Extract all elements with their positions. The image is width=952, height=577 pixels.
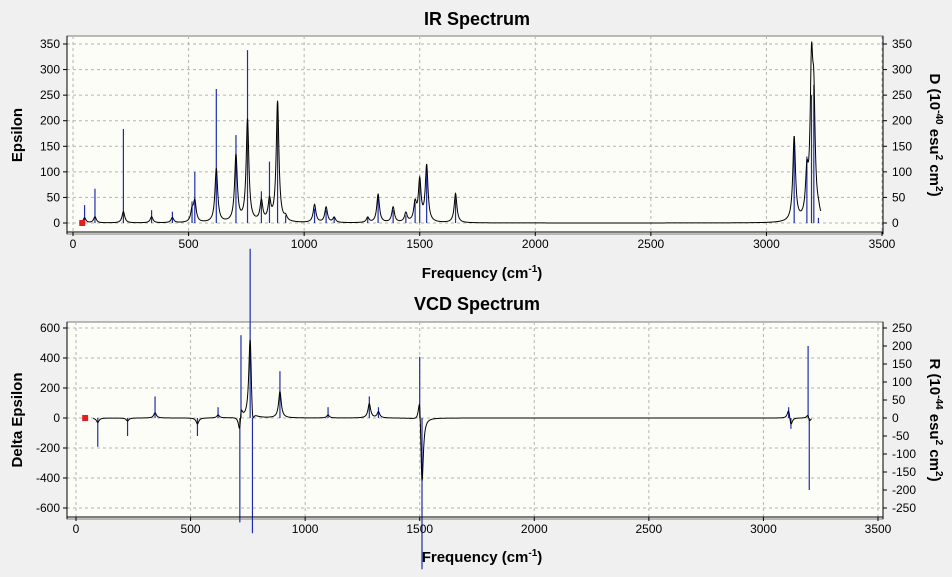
vcd-x-tick-label: 1000 (292, 522, 319, 536)
ir-y2-tick-label: 200 (892, 114, 912, 128)
ir-plot-area (66, 35, 884, 235)
ir-y-tick-label: 0 (53, 216, 60, 230)
ir-y-ticks: 0 50 100 150 200 250 300 350 (40, 36, 68, 234)
ir-y-tick-label: 300 (40, 63, 60, 77)
ir-y-tick-label: 50 (47, 190, 61, 204)
vcd-y-tick-label: -600 (36, 501, 60, 515)
vcd-y-ticks: -600 -400 -200 0 200 400 600 (36, 321, 68, 519)
vcd-y2-tick-label: 200 (892, 339, 912, 353)
vcd-y2-axis-label: R (10-44 esu2 cm2) (926, 358, 944, 481)
ir-y-axis-label: Epsilon (9, 108, 26, 162)
vcd-y2-tick-label: 150 (892, 357, 912, 371)
vcd-y2-tick-label: -150 (892, 465, 916, 479)
ir-title: IR Spectrum (424, 9, 530, 29)
ir-y2-tick-label: 50 (892, 190, 906, 204)
ir-x-axis-label: Frequency (cm-1) (422, 264, 543, 282)
ir-stick-series (83, 50, 820, 223)
ir-x-tick-label: 1500 (406, 237, 433, 251)
ir-y2-tick-label: 150 (892, 139, 912, 153)
ir-spectrum-line (79, 41, 822, 224)
ir-y-tick-label: 150 (40, 139, 60, 153)
vcd-x-ticks: 0 500 1000 1500 2000 2500 3000 3500 (73, 517, 892, 536)
ir-y2-ticks: 0 50 100 150 200 250 300 350 (882, 36, 912, 234)
vcd-title: VCD Spectrum (414, 294, 540, 314)
ir-y-tick-label: 250 (40, 88, 60, 102)
vcd-y2-tick-label: -250 (892, 501, 916, 515)
vcd-x-tick-label: 2000 (521, 522, 548, 536)
ir-x-ticks: 0 500 1000 1500 2000 2500 3000 3500 (70, 232, 896, 251)
ir-y2-tick-label: 250 (892, 88, 912, 102)
vcd-y-tick-label: -400 (36, 471, 60, 485)
vcd-y-tick-label: 600 (40, 321, 60, 335)
vcd-y2-tick-label: 100 (892, 375, 912, 389)
vcd-y2-tick-label: -50 (892, 429, 910, 443)
ir-x-tick-label: 0 (70, 237, 77, 251)
vcd-y2-tick-label: 0 (892, 411, 899, 425)
vcd-y2-tick-label: -200 (892, 483, 916, 497)
ir-x-tick-label: 2000 (522, 237, 549, 251)
ir-y2-axis-label: D (10-40 esu2 cm2) (926, 73, 944, 196)
vcd-spectrum-line (93, 339, 812, 481)
vcd-plot-area (66, 321, 884, 520)
ir-x-tick-label: 500 (179, 237, 199, 251)
ir-y-tick-label: 100 (40, 165, 60, 179)
ir-x-tick-label: 3500 (869, 237, 896, 251)
vcd-x-tick-label: 3000 (750, 522, 777, 536)
vcd-y-tick-label: 400 (40, 351, 60, 365)
ir-x-tick-label: 3000 (753, 237, 780, 251)
ir-y2-tick-label: 0 (892, 216, 899, 230)
vcd-y-tick-label: 0 (53, 411, 60, 425)
ir-x-tick-label: 1000 (291, 237, 318, 251)
ir-x-tick-label: 2500 (638, 237, 665, 251)
vcd-y-axis-label: Delta Epsilon (9, 372, 26, 467)
vcd-cursor-marker[interactable] (82, 415, 89, 421)
ir-panel: IR Spectrum 0 500 1000 1500 2000 2500 3000 3500… (9, 9, 944, 282)
ir-y2-tick-label: 300 (892, 63, 912, 77)
ir-cursor-marker[interactable] (79, 220, 86, 226)
vcd-x-tick-label: 500 (181, 522, 201, 536)
vcd-y2-ticks: -250 -200 -150 -100 -50 0 50 100 150 200 250 (882, 321, 916, 519)
ir-y2-tick-label: 100 (892, 165, 912, 179)
vcd-y2-tick-label: -100 (892, 447, 916, 461)
vcd-x-tick-label: 2500 (636, 522, 663, 536)
vcd-x-tick-label: 3500 (865, 522, 892, 536)
vcd-y-tick-label: 200 (40, 381, 60, 395)
vcd-x-tick-label: 0 (73, 522, 80, 536)
vcd-x-axis-label: Frequency (cm-1) (422, 548, 543, 566)
vcd-panel: VCD Spectrum 0 500 1000 1500 2000 2500 3000 350… (9, 248, 944, 570)
vcd-y2-tick-label: 250 (892, 321, 912, 335)
vcd-y-tick-label: -200 (36, 441, 60, 455)
ir-y-tick-label: 350 (40, 37, 60, 51)
ir-y-tick-label: 200 (40, 114, 60, 128)
vcd-y2-tick-label: 50 (892, 393, 906, 407)
ir-y2-tick-label: 350 (892, 37, 912, 51)
vcd-x-tick-label: 1500 (406, 522, 433, 536)
